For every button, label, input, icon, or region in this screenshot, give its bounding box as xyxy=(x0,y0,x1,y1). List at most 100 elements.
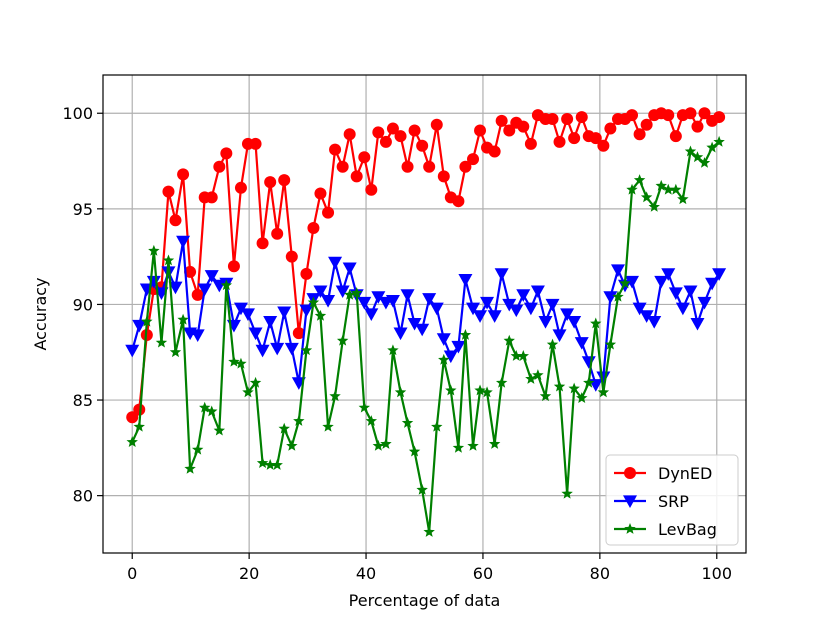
data-point-levbag xyxy=(408,445,421,457)
data-point-levbag xyxy=(597,386,610,398)
data-point-levbag xyxy=(350,286,363,298)
data-point-levbag xyxy=(213,424,226,436)
data-point-dyned xyxy=(343,128,356,141)
data-point-levbag xyxy=(141,315,153,327)
data-point-srp xyxy=(632,302,647,316)
data-point-srp xyxy=(176,235,191,249)
data-point-dyned xyxy=(126,411,139,424)
data-point-levbag xyxy=(155,336,168,348)
data-point-dyned xyxy=(394,130,407,143)
data-point-levbag xyxy=(423,525,435,537)
data-point-levbag xyxy=(481,386,493,398)
data-point-dyned xyxy=(691,120,704,133)
data-point-srp xyxy=(625,275,640,289)
data-point-srp xyxy=(538,316,553,329)
data-point-srp xyxy=(335,285,350,299)
data-point-levbag xyxy=(206,405,218,417)
data-point-dyned xyxy=(430,118,443,131)
data-point-dyned xyxy=(191,288,204,301)
data-point-levbag xyxy=(546,338,559,350)
data-point-dyned xyxy=(640,118,653,131)
data-point-srp xyxy=(712,268,727,281)
plot-frame xyxy=(102,74,747,554)
data-point-levbag xyxy=(133,420,145,432)
data-point-srp xyxy=(574,337,589,350)
data-point-srp xyxy=(523,302,538,316)
data-point-srp xyxy=(560,308,575,321)
data-point-levbag xyxy=(199,401,211,413)
data-point-dyned xyxy=(452,195,465,208)
legend-marker-levbag xyxy=(624,523,636,534)
data-point-levbag xyxy=(648,200,660,212)
data-point-levbag xyxy=(713,135,725,147)
data-point-srp xyxy=(415,323,430,337)
data-point-dyned xyxy=(503,124,516,137)
data-point-dyned xyxy=(365,183,378,196)
data-point-dyned xyxy=(423,160,436,173)
data-point-levbag xyxy=(604,338,617,350)
data-point-srp xyxy=(393,327,408,341)
data-point-levbag xyxy=(307,296,320,308)
series-levbag xyxy=(126,135,725,537)
data-point-srp xyxy=(661,268,676,281)
data-point-srp xyxy=(603,291,618,304)
data-point-dyned xyxy=(350,170,363,183)
data-point-levbag xyxy=(525,373,537,384)
data-point-dyned xyxy=(292,327,305,340)
data-point-levbag xyxy=(372,439,385,451)
data-point-levbag xyxy=(510,350,522,361)
data-point-dyned xyxy=(234,181,247,194)
data-point-srp xyxy=(581,356,596,369)
data-point-dyned xyxy=(271,227,284,240)
legend-label-dyned: DynED xyxy=(658,464,712,483)
data-point-srp xyxy=(270,342,285,356)
data-point-srp xyxy=(197,283,212,297)
data-point-srp xyxy=(385,295,400,308)
data-point-srp xyxy=(639,310,654,323)
data-point-levbag xyxy=(177,313,189,325)
data-point-levbag xyxy=(293,415,305,426)
data-point-srp xyxy=(451,340,466,354)
data-point-levbag xyxy=(343,288,356,300)
data-point-srp xyxy=(342,262,357,276)
data-point-dyned xyxy=(459,160,472,173)
data-point-srp xyxy=(263,316,278,329)
data-point-srp xyxy=(233,302,248,316)
data-point-srp xyxy=(328,256,343,270)
data-point-srp xyxy=(487,310,502,323)
data-point-srp xyxy=(552,329,567,343)
data-point-dyned xyxy=(177,168,190,181)
data-point-srp xyxy=(530,285,545,299)
data-point-levbag xyxy=(684,145,697,157)
data-point-levbag xyxy=(517,350,529,361)
data-point-srp xyxy=(697,296,712,310)
data-point-srp xyxy=(494,268,509,281)
data-point-srp xyxy=(255,344,270,358)
data-point-dyned xyxy=(300,267,313,280)
x-tick-label: 60 xyxy=(473,564,493,583)
data-point-srp xyxy=(436,333,451,346)
data-point-srp xyxy=(321,295,336,308)
data-point-levbag xyxy=(329,390,341,402)
data-point-srp xyxy=(284,342,299,356)
data-point-srp xyxy=(190,329,205,343)
data-point-dyned xyxy=(698,107,711,120)
data-point-levbag xyxy=(445,384,457,396)
data-point-srp xyxy=(545,298,560,312)
x-tick-label: 40 xyxy=(356,564,376,583)
data-point-srp xyxy=(422,293,437,306)
data-point-dyned xyxy=(162,185,175,198)
data-point-dyned xyxy=(713,111,726,124)
data-point-levbag xyxy=(249,376,262,388)
data-point-levbag xyxy=(670,183,682,195)
data-point-levbag xyxy=(539,390,552,402)
data-point-srp xyxy=(168,281,183,295)
data-point-levbag xyxy=(619,277,631,289)
y-tick-label: 80 xyxy=(73,487,93,506)
data-point-levbag xyxy=(459,329,472,340)
y-tick-label: 85 xyxy=(73,391,93,410)
legend-label-levbag: LevBag xyxy=(658,520,717,539)
data-point-levbag xyxy=(286,439,298,451)
legend-marker-dyned xyxy=(624,467,636,479)
